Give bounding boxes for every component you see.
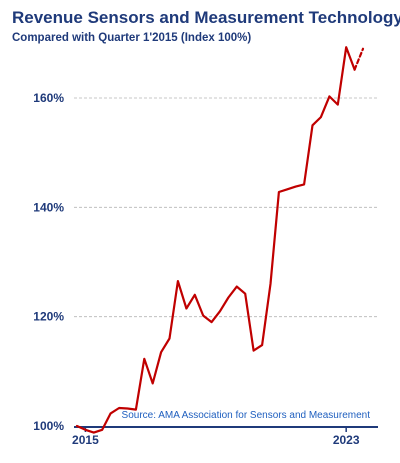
y-tick-label: 140%	[33, 200, 64, 214]
chart-subtitle: Compared with Quarter 1'2015 (Index 100%…	[12, 32, 252, 44]
source-note: Source: AMA Association for Sensors and …	[122, 410, 371, 421]
x-tick-label: 2015	[72, 433, 99, 447]
revenue-line	[75, 46, 356, 434]
x-tick-label: 2023	[333, 433, 360, 447]
forecast-line	[353, 47, 365, 71]
chart-title: Revenue Sensors and Measurement Technolo…	[12, 8, 400, 27]
y-tick-label: 100%	[33, 419, 64, 433]
y-tick-label: 120%	[33, 310, 64, 324]
y-tick-label: 160%	[33, 91, 64, 105]
